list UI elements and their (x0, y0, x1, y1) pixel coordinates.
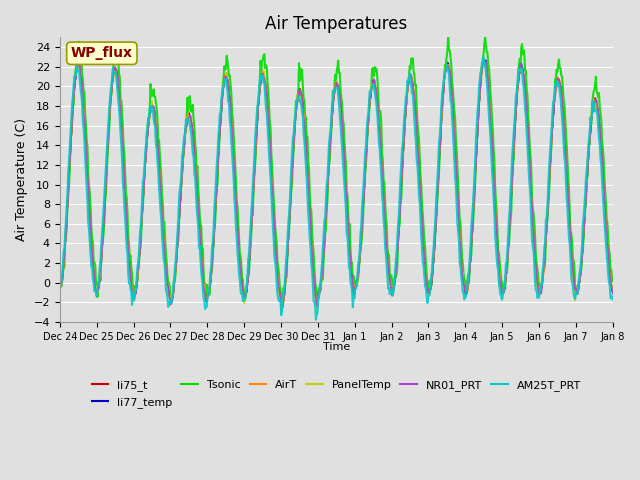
Title: Air Temperatures: Air Temperatures (265, 15, 408, 33)
Y-axis label: Air Temperature (C): Air Temperature (C) (15, 118, 28, 241)
X-axis label: Time: Time (323, 342, 350, 352)
Legend: li75_t, li77_temp, Tsonic, AirT, PanelTemp, NR01_PRT, AM25T_PRT: li75_t, li77_temp, Tsonic, AirT, PanelTe… (87, 376, 586, 412)
Text: WP_flux: WP_flux (71, 46, 133, 60)
